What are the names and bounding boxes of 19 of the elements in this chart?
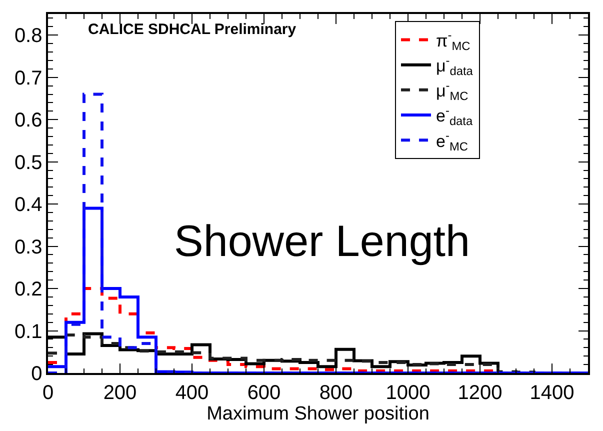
annotation: Shower Length bbox=[174, 217, 470, 266]
x-tick-label: 400 bbox=[175, 382, 209, 404]
annotation: CALICE SDHCAL Preliminary bbox=[88, 21, 297, 38]
x-axis-title: Maximum Shower position bbox=[206, 404, 430, 425]
y-tick-label: 0.4 bbox=[14, 194, 42, 216]
y-tick-label: 0.3 bbox=[14, 236, 42, 258]
y-tick-label: 0.7 bbox=[14, 67, 42, 90]
y-tick-label: 0.6 bbox=[14, 110, 42, 132]
x-tick-label: 200 bbox=[103, 382, 137, 404]
y-tick-label: 0.5 bbox=[14, 152, 42, 174]
y-tick-label: 0.8 bbox=[14, 25, 42, 48]
y-tick-label: 0.1 bbox=[14, 320, 42, 343]
x-tick-label: 1400 bbox=[530, 382, 574, 404]
x-tick-label: 600 bbox=[247, 382, 281, 404]
y-tick-label: 0 bbox=[31, 363, 42, 385]
x-tick-label: 800 bbox=[319, 382, 353, 404]
x-tick-label: 1000 bbox=[386, 382, 430, 404]
y-tick-label: 0.2 bbox=[14, 278, 42, 301]
x-tick-label: 1200 bbox=[458, 382, 502, 404]
